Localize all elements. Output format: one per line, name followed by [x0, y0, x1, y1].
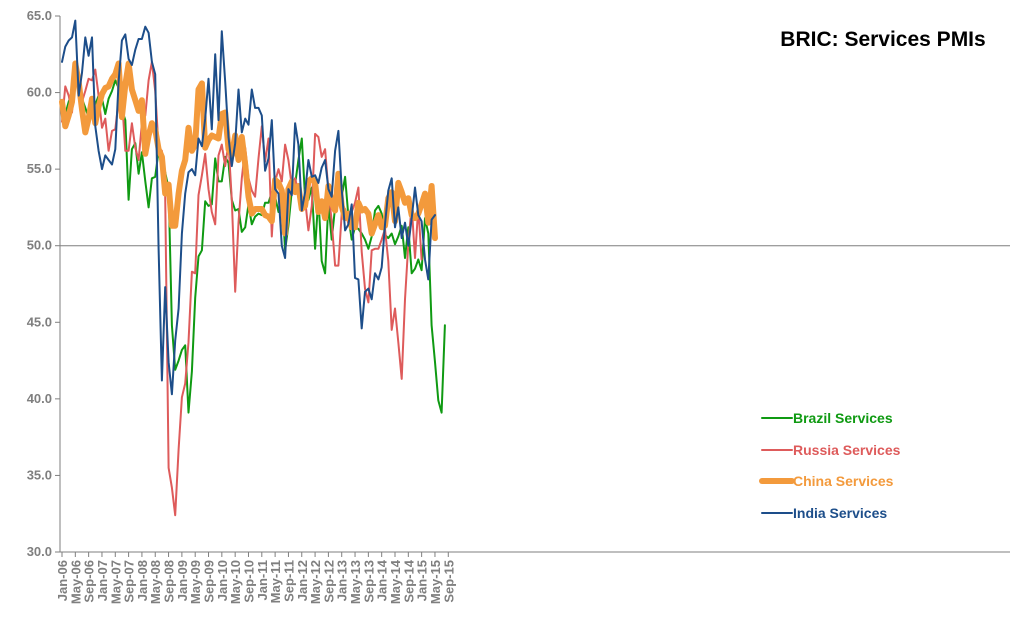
x-tick-label: Jan-08 — [135, 560, 150, 601]
legend-label: India Services — [793, 505, 887, 521]
series-line-brazil-services — [61, 76, 446, 414]
legend: Brazil Services Russia Services China Serv… — [759, 410, 901, 521]
x-tick-label: Jan-09 — [175, 560, 190, 601]
chart-title: BRIC: Services PMIs — [780, 28, 985, 51]
y-axis-ticks: 30.0 35.0 40.0 45.0 50.0 55.0 60.0 65.0 — [27, 8, 60, 559]
y-tick-label: 65.0 — [27, 8, 52, 23]
x-tick-label: Sep-13 — [361, 560, 376, 603]
y-tick-label: 55.0 — [27, 161, 52, 176]
x-tick-label: May-15 — [428, 560, 443, 604]
x-tick-label: Jan-07 — [95, 560, 110, 601]
x-tick-label: May-10 — [228, 560, 243, 604]
x-tick-label: May-13 — [348, 560, 363, 604]
x-tick-label: May-14 — [388, 559, 403, 604]
x-tick-label: Sep-07 — [122, 560, 137, 603]
x-tick-label: Sep-11 — [281, 560, 296, 602]
x-tick-label: Jan-11 — [255, 560, 270, 600]
series-lines — [59, 19, 446, 517]
x-tick-label: Jan-13 — [335, 560, 350, 601]
y-tick-label: 30.0 — [27, 544, 52, 559]
x-tick-label: Jan-10 — [215, 560, 230, 601]
x-tick-label: Sep-06 — [82, 560, 97, 603]
x-tick-label: May-08 — [148, 560, 163, 604]
x-tick-label: May-12 — [308, 560, 323, 604]
series-line-china-services — [59, 60, 438, 242]
legend-label: Brazil Services — [793, 410, 893, 426]
y-tick-label: 50.0 — [27, 238, 52, 253]
x-tick-label: May-11 — [268, 560, 283, 603]
x-tick-label: Jan-14 — [375, 559, 390, 601]
x-tick-label: Sep-10 — [241, 560, 256, 603]
x-tick-label: Jan-12 — [295, 560, 310, 601]
x-tick-label: May-07 — [108, 560, 123, 604]
x-tick-label: Sep-15 — [441, 560, 456, 603]
x-tick-label: Sep-12 — [321, 560, 336, 603]
legend-label: Russia Services — [793, 442, 901, 458]
series-line-india-services — [61, 19, 436, 396]
x-tick-label: Sep-09 — [202, 560, 217, 603]
x-axis-ticks: Jan-06May-06Sep-06Jan-07May-07Sep-07Jan-… — [55, 552, 456, 604]
x-tick-label: Sep-08 — [162, 560, 177, 603]
y-tick-label: 35.0 — [27, 467, 52, 482]
x-tick-label: Jan-06 — [55, 560, 70, 601]
y-tick-label: 45.0 — [27, 314, 52, 329]
y-tick-label: 40.0 — [27, 391, 52, 406]
legend-label: China Services — [793, 473, 894, 489]
x-tick-label: May-09 — [188, 560, 203, 604]
y-tick-label: 60.0 — [27, 85, 52, 100]
x-tick-label: May-06 — [68, 560, 83, 604]
x-tick-label: Jan-15 — [415, 560, 430, 601]
x-tick-label: Sep-14 — [401, 559, 416, 602]
